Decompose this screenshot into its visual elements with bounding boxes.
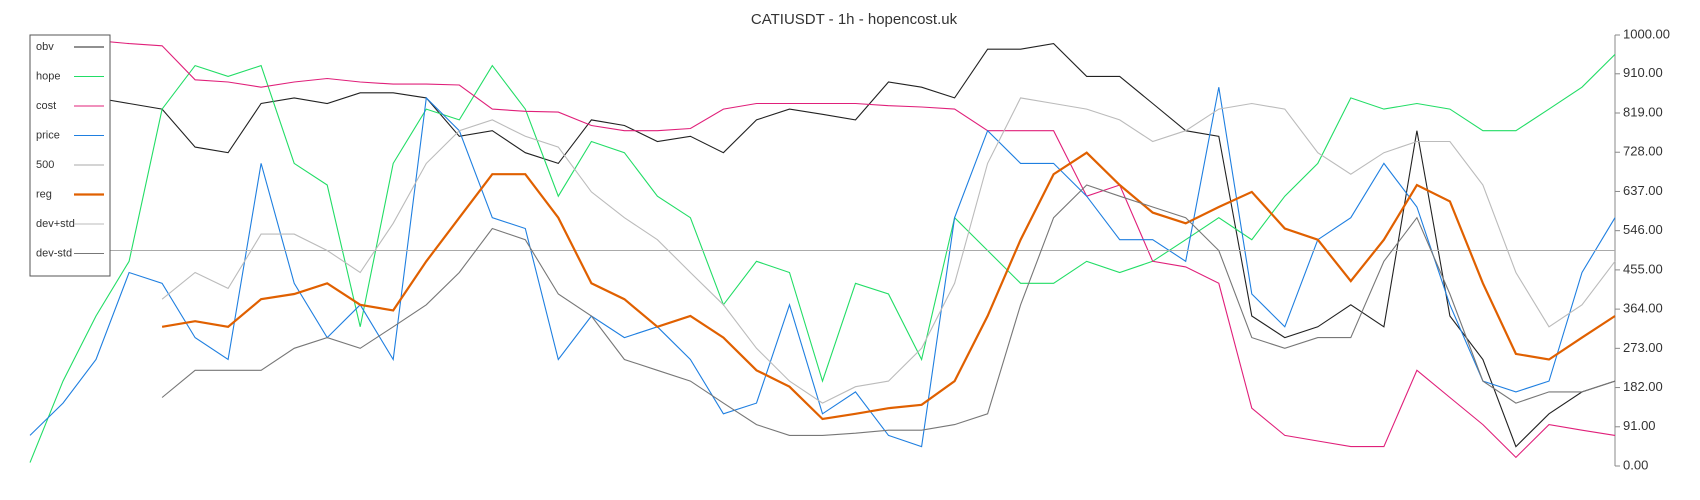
legend-label: reg [36,188,52,200]
series-line [29,54,1616,463]
series-line [161,97,1616,404]
legend-label: obv [36,41,54,53]
legend-label: 500 [36,159,54,171]
y-tick-label: 819.00 [1623,104,1663,119]
series-line [29,87,1616,448]
legend-label: price [36,129,60,141]
y-tick-label: 182.00 [1623,379,1663,394]
y-tick-label: 273.00 [1623,340,1663,355]
y-tick-label: 910.00 [1623,65,1663,80]
legend-label: dev-std [36,247,72,259]
legend-label: cost [36,100,56,112]
series-line [161,184,1616,436]
y-tick-label: 91.00 [1623,418,1656,433]
y-tick-label: 364.00 [1623,301,1663,316]
y-tick-label: 1000.00 [1623,26,1670,41]
series-line [161,151,1616,421]
chart-title: CATIUSDT - 1h - hopencost.uk [751,11,958,28]
legend-label: dev+std [36,218,75,230]
legend-label: hope [36,70,60,82]
y-tick-label: 546.00 [1623,222,1663,237]
legend-box [29,34,111,277]
y-tick-label: 455.00 [1623,261,1663,276]
y-tick-label: 728.00 [1623,144,1663,159]
series-line [30,37,1616,459]
y-tick-label: 0.00 [1623,457,1648,472]
series-line [29,43,1616,448]
y-tick-label: 637.00 [1623,183,1663,198]
